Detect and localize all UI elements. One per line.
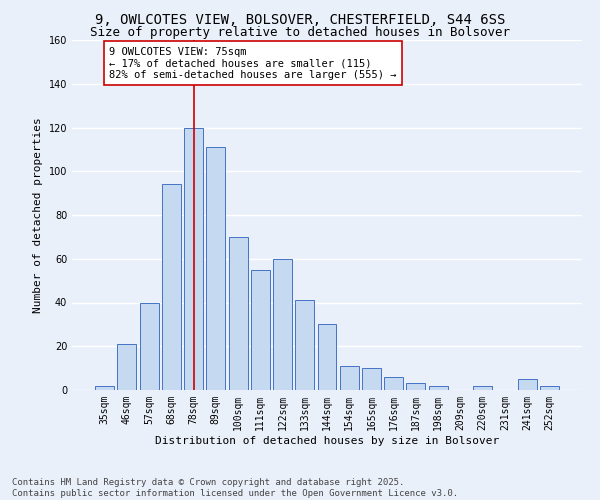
- Bar: [473, 386, 492, 390]
- Bar: [540, 386, 559, 390]
- Bar: [317, 324, 337, 390]
- Bar: [162, 184, 181, 390]
- Bar: [184, 128, 203, 390]
- X-axis label: Distribution of detached houses by size in Bolsover: Distribution of detached houses by size …: [155, 436, 499, 446]
- Bar: [118, 344, 136, 390]
- Bar: [406, 384, 425, 390]
- Bar: [273, 259, 292, 390]
- Text: Size of property relative to detached houses in Bolsover: Size of property relative to detached ho…: [90, 26, 510, 39]
- Bar: [429, 386, 448, 390]
- Y-axis label: Number of detached properties: Number of detached properties: [33, 117, 43, 313]
- Bar: [206, 147, 225, 390]
- Bar: [140, 302, 158, 390]
- Bar: [362, 368, 381, 390]
- Bar: [251, 270, 270, 390]
- Text: 9, OWLCOTES VIEW, BOLSOVER, CHESTERFIELD, S44 6SS: 9, OWLCOTES VIEW, BOLSOVER, CHESTERFIELD…: [95, 12, 505, 26]
- Bar: [229, 237, 248, 390]
- Bar: [295, 300, 314, 390]
- Bar: [518, 379, 536, 390]
- Text: Contains HM Land Registry data © Crown copyright and database right 2025.
Contai: Contains HM Land Registry data © Crown c…: [12, 478, 458, 498]
- Bar: [384, 377, 403, 390]
- Text: 9 OWLCOTES VIEW: 75sqm
← 17% of detached houses are smaller (115)
82% of semi-de: 9 OWLCOTES VIEW: 75sqm ← 17% of detached…: [109, 46, 397, 80]
- Bar: [95, 386, 114, 390]
- Bar: [340, 366, 359, 390]
